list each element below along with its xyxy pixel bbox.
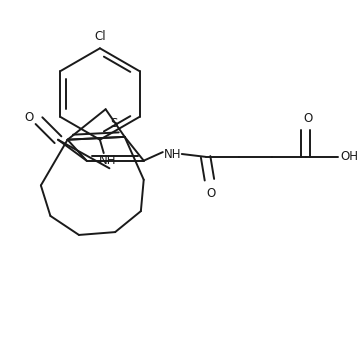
Text: NH: NH	[164, 148, 181, 160]
Text: O: O	[207, 187, 216, 200]
Text: OH: OH	[341, 150, 359, 163]
Text: O: O	[303, 112, 312, 125]
Text: Cl: Cl	[94, 30, 106, 42]
Text: NH: NH	[99, 154, 116, 167]
Text: O: O	[24, 111, 33, 124]
Text: S: S	[110, 117, 118, 130]
